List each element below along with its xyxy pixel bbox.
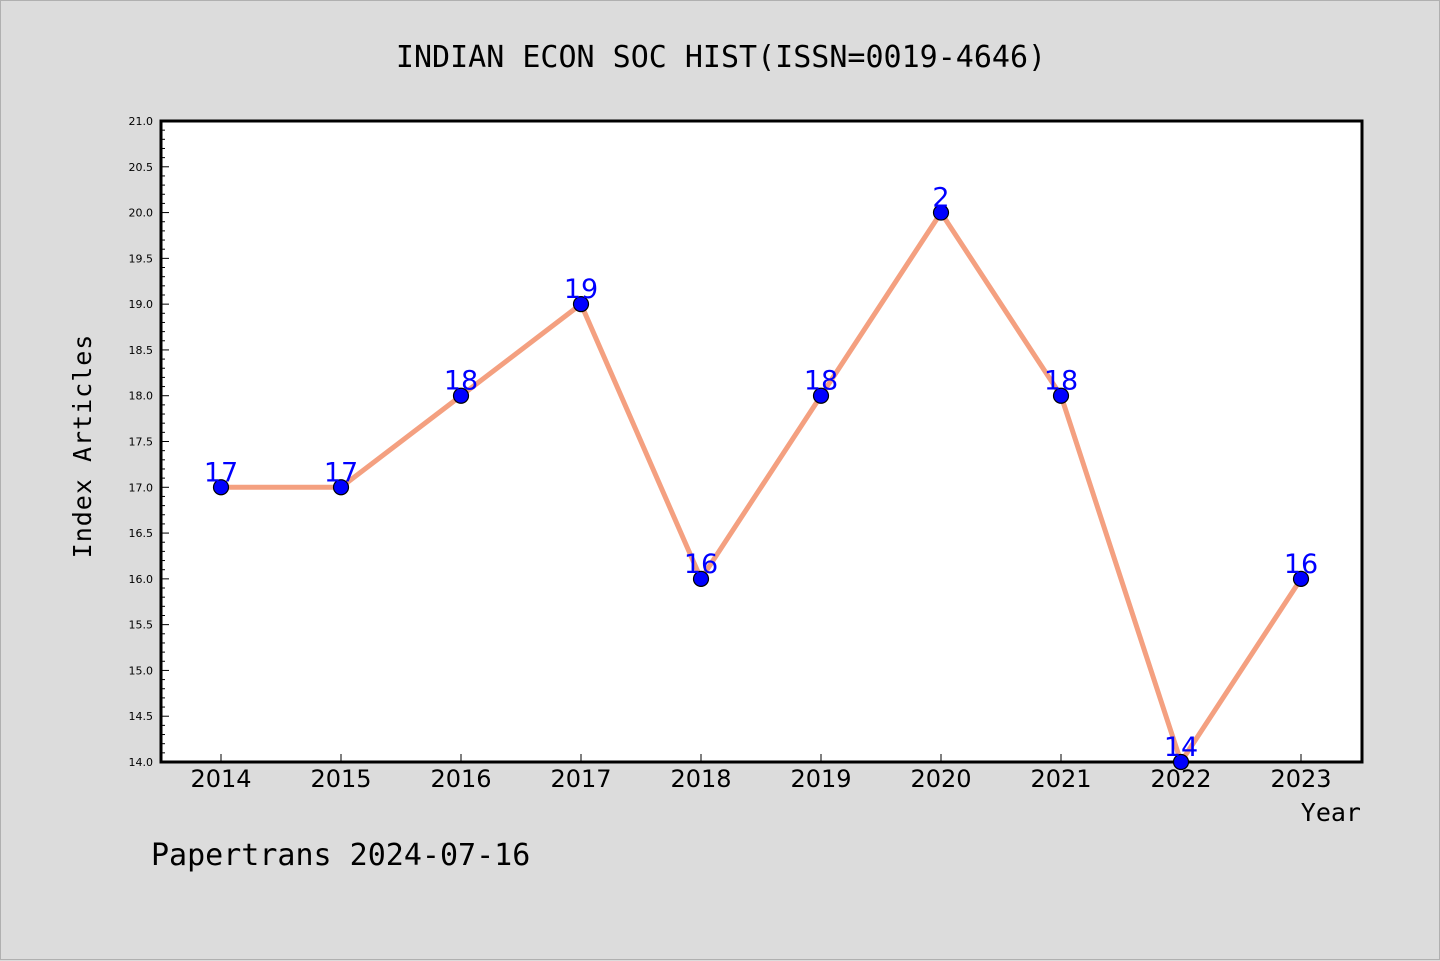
y-tick-label: 21.0 — [129, 115, 154, 128]
y-tick-label: 20.0 — [129, 207, 154, 220]
data-label: 16 — [1284, 549, 1318, 580]
y-tick-label: 19.0 — [129, 298, 154, 311]
data-label: 17 — [204, 457, 238, 488]
x-tick-label: 2017 — [550, 765, 611, 793]
y-tick-label: 18.0 — [129, 390, 154, 403]
y-tick-label: 16.5 — [129, 527, 154, 540]
x-tick-label: 2016 — [430, 765, 491, 793]
y-axis-label: Index Articles — [68, 334, 97, 559]
data-label: 17 — [324, 457, 358, 488]
y-tick-label: 17.0 — [129, 481, 154, 494]
data-point — [452, 387, 470, 404]
data-label: 2 — [932, 183, 949, 214]
data-point — [1172, 753, 1190, 771]
data-point — [572, 296, 590, 313]
data-point — [1292, 570, 1310, 587]
y-tick-label: 16.0 — [129, 573, 154, 586]
data-point — [692, 570, 710, 587]
y-tick-label: 14.0 — [129, 756, 154, 769]
y-tick-label: 20.5 — [129, 161, 154, 174]
x-tick-label: 2018 — [670, 765, 731, 793]
y-tick-label: 14.5 — [129, 710, 154, 723]
y-axis: 14.0 14.5 15.0 15.5 16.0 16.5 17.0 17.5 18.0 18.5… — [129, 115, 169, 769]
data-label: 18 — [804, 366, 838, 397]
data-series — [212, 204, 1310, 771]
x-tick-label: 2023 — [1270, 765, 1331, 793]
y-tick-label: 15.0 — [129, 664, 154, 677]
data-point — [1052, 387, 1070, 404]
y-tick-label: 17.5 — [129, 436, 154, 449]
x-tick-label: 2020 — [910, 765, 971, 793]
x-tick-label: 2021 — [1030, 765, 1091, 793]
x-tick-label: 2015 — [310, 765, 371, 793]
chart-title: INDIAN ECON SOC HIST(ISSN=0019-4646) — [396, 40, 1046, 75]
series-line — [221, 210, 1304, 765]
y-tick-label: 18.5 — [129, 344, 154, 357]
data-point — [812, 387, 830, 404]
footer-text: Papertrans 2024-07-16 — [151, 838, 530, 873]
data-point — [932, 204, 950, 221]
x-axis-label: Year — [1301, 798, 1361, 827]
x-tick-label: 2019 — [790, 765, 851, 793]
data-point — [212, 479, 230, 496]
x-axis: 2014 2015 2016 2017 2018 2019 2020 2021 2022 2023 — [190, 754, 1332, 793]
data-label: 16 — [684, 549, 718, 580]
data-label: 19 — [564, 274, 598, 305]
y-tick-label: 15.5 — [129, 619, 154, 632]
data-label: 18 — [444, 366, 478, 397]
data-labels: 17 17 18 19 16 18 2 18 14 16 — [204, 183, 1318, 763]
data-point — [332, 479, 350, 496]
data-label: 14 — [1164, 732, 1198, 763]
y-tick-label: 19.5 — [129, 252, 154, 265]
plot-area — [159, 119, 1364, 764]
data-label: 18 — [1044, 366, 1078, 397]
x-tick-label: 2014 — [190, 765, 251, 793]
